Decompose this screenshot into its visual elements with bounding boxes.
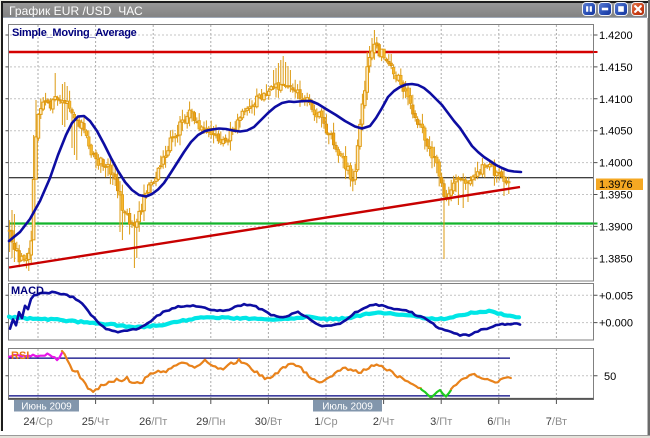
svg-text:6/Пн: 6/Пн — [487, 416, 510, 428]
svg-text:1.4050: 1.4050 — [599, 126, 633, 138]
svg-text:1.4100: 1.4100 — [599, 94, 633, 106]
svg-text:1.3850: 1.3850 — [599, 253, 633, 265]
svg-text:30/Вт: 30/Вт — [255, 416, 282, 428]
svg-text:MACD: MACD — [11, 285, 44, 297]
svg-text:+0.000: +0.000 — [599, 318, 633, 330]
svg-text:1.3950: 1.3950 — [599, 190, 633, 202]
svg-text:7/Вт: 7/Вт — [546, 416, 567, 428]
svg-text:Simple_Moving_Average: Simple_Moving_Average — [12, 27, 137, 39]
svg-text:RSI: RSI — [11, 350, 29, 362]
svg-text:1.3900: 1.3900 — [599, 221, 633, 233]
svg-text:+0.005: +0.005 — [599, 290, 633, 302]
svg-text:Июль 2009: Июль 2009 — [322, 402, 373, 413]
svg-text:2/Чт: 2/Чт — [373, 416, 395, 428]
svg-text:1.4000: 1.4000 — [599, 158, 633, 170]
svg-text:50: 50 — [604, 371, 616, 383]
svg-text:29/Пн: 29/Пн — [196, 416, 225, 428]
svg-text:Июнь 2009: Июнь 2009 — [21, 402, 72, 413]
svg-text:1.3976: 1.3976 — [599, 179, 633, 191]
svg-text:1.4200: 1.4200 — [599, 30, 633, 42]
svg-text:1.4150: 1.4150 — [599, 62, 633, 74]
svg-text:25/Чт: 25/Чт — [82, 416, 110, 428]
svg-text:1/Ср: 1/Ср — [314, 416, 337, 428]
svg-text:24/Ср: 24/Ср — [23, 416, 52, 428]
svg-text:3/Пт: 3/Пт — [430, 416, 452, 428]
svg-text:26/Пт: 26/Пт — [139, 416, 167, 428]
